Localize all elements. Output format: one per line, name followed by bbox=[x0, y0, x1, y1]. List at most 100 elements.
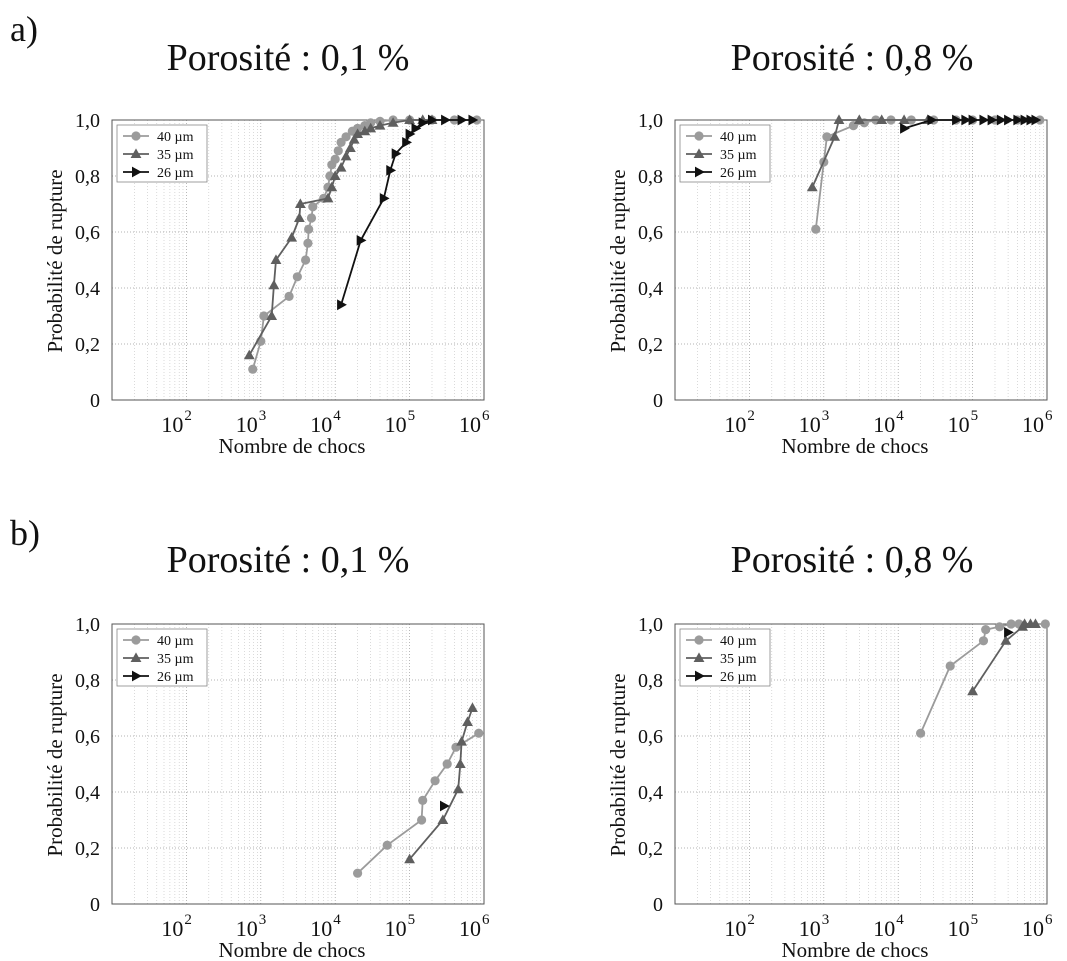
legend-label: 26 µm bbox=[720, 670, 757, 685]
data-point bbox=[308, 202, 318, 212]
data-point bbox=[457, 114, 468, 126]
y-tick-label: 0,4 bbox=[75, 782, 100, 804]
data-point bbox=[341, 132, 351, 142]
legend-marker bbox=[130, 652, 142, 662]
y-axis-label: Probabilité de rupture bbox=[43, 169, 67, 352]
data-point bbox=[1004, 627, 1014, 638]
legend-label: 40 µm bbox=[157, 130, 194, 145]
y-axis-label: Probabilité de rupture bbox=[43, 673, 67, 856]
x-tick-exponent: 5 bbox=[971, 912, 979, 928]
y-tick-label: 0,8 bbox=[75, 670, 100, 692]
data-point bbox=[442, 759, 452, 769]
chart-title-a2: Porosité : 0,8 % bbox=[730, 37, 974, 79]
series-triangle-right bbox=[900, 114, 1042, 134]
y-tick-label: 0,2 bbox=[638, 334, 663, 356]
x-tick-label: 10 bbox=[310, 916, 332, 941]
data-point bbox=[427, 114, 438, 126]
x-tick-label: 10 bbox=[236, 412, 258, 437]
y-tick-label: 0,8 bbox=[638, 670, 663, 692]
data-point bbox=[981, 625, 991, 635]
series-triangle-up bbox=[404, 702, 478, 864]
x-tick-exponent: 5 bbox=[408, 912, 416, 928]
x-tick-label: 10 bbox=[161, 412, 183, 437]
series-line bbox=[814, 119, 1040, 230]
data-point bbox=[326, 181, 338, 192]
y-tick-label: 0 bbox=[653, 894, 663, 916]
data-point bbox=[365, 122, 377, 133]
x-tick-label: 10 bbox=[1022, 412, 1044, 437]
data-point bbox=[1006, 619, 1016, 629]
y-tick-label: 0 bbox=[90, 390, 100, 412]
data-point bbox=[915, 728, 926, 738]
data-point bbox=[898, 114, 910, 124]
data-point bbox=[417, 815, 427, 825]
data-point bbox=[437, 814, 449, 824]
data-point bbox=[418, 117, 429, 129]
data-point bbox=[335, 162, 347, 172]
data-point bbox=[968, 114, 979, 126]
data-point bbox=[829, 131, 841, 141]
x-tick-label: 10 bbox=[948, 412, 970, 437]
legend-marker bbox=[693, 148, 705, 158]
data-point bbox=[1026, 114, 1037, 126]
x-tick-label: 10 bbox=[385, 412, 407, 437]
y-tick-label: 0,6 bbox=[638, 726, 663, 748]
data-point bbox=[430, 776, 440, 786]
data-point bbox=[382, 840, 392, 850]
chart-title-b1: Porosité : 0,1 % bbox=[166, 539, 410, 581]
y-tick-label: 1,0 bbox=[638, 614, 663, 636]
data-point bbox=[967, 685, 978, 696]
data-point bbox=[243, 349, 255, 360]
data-point bbox=[853, 114, 865, 124]
data-point bbox=[822, 132, 832, 142]
x-tick-exponent: 4 bbox=[333, 912, 341, 928]
data-point bbox=[404, 853, 415, 864]
data-point bbox=[1020, 114, 1031, 126]
data-point bbox=[440, 800, 450, 812]
legend-marker bbox=[132, 670, 142, 682]
y-tick-label: 0,8 bbox=[75, 166, 100, 188]
data-point bbox=[352, 868, 363, 878]
legend-label: 35 µm bbox=[157, 148, 194, 163]
x-tick-label: 10 bbox=[459, 916, 481, 941]
data-point bbox=[467, 702, 478, 712]
data-point bbox=[337, 299, 347, 311]
x-tick-exponent: 5 bbox=[971, 408, 979, 424]
legend-marker bbox=[130, 148, 142, 158]
legend-label: 40 µm bbox=[720, 634, 757, 649]
series-triangle-up bbox=[967, 618, 1041, 696]
x-tick-label: 10 bbox=[724, 916, 746, 941]
series-line bbox=[811, 119, 928, 188]
x-tick-label: 10 bbox=[799, 412, 821, 437]
x-axis-label: Nombre de chocs bbox=[782, 938, 929, 961]
data-point bbox=[356, 235, 367, 246]
data-point bbox=[294, 198, 306, 208]
data-point bbox=[987, 114, 998, 126]
plot-frame bbox=[111, 623, 485, 905]
data-point bbox=[468, 114, 479, 126]
data-point bbox=[405, 128, 416, 140]
chart-title-a1: Porosité : 0,1 % bbox=[166, 37, 410, 79]
x-tick-exponent: 3 bbox=[822, 912, 830, 928]
legend: 40 µm 35 µm 26 µm bbox=[116, 124, 208, 183]
x-tick-exponent: 6 bbox=[482, 408, 490, 424]
data-point bbox=[379, 193, 390, 204]
x-tick-label: 10 bbox=[873, 412, 895, 437]
legend: 40 µm 35 µm 26 µm bbox=[679, 124, 771, 183]
data-point bbox=[391, 148, 402, 159]
data-point bbox=[293, 212, 305, 222]
data-point bbox=[1040, 619, 1050, 629]
x-tick-exponent: 3 bbox=[822, 408, 830, 424]
data-point bbox=[833, 114, 845, 124]
x-tick-label: 10 bbox=[1022, 916, 1044, 941]
legend-label: 26 µm bbox=[157, 166, 194, 181]
x-tick-exponent: 6 bbox=[1045, 912, 1053, 928]
x-tick-exponent: 2 bbox=[184, 408, 192, 424]
data-point bbox=[952, 114, 962, 126]
data-point bbox=[374, 120, 386, 130]
data-point bbox=[979, 114, 990, 126]
data-point bbox=[1031, 114, 1042, 126]
y-axis-label: Probabilité de rupture bbox=[606, 673, 630, 856]
x-axis-label: Nombre de chocs bbox=[219, 434, 366, 458]
